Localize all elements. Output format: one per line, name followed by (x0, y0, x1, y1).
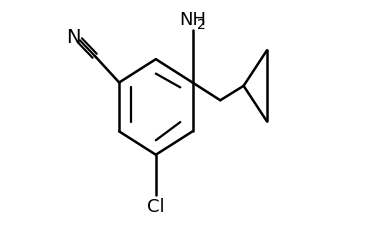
Text: NH: NH (179, 11, 206, 29)
Text: Cl: Cl (147, 198, 165, 216)
Text: N: N (66, 28, 81, 47)
Text: 2: 2 (197, 18, 206, 32)
